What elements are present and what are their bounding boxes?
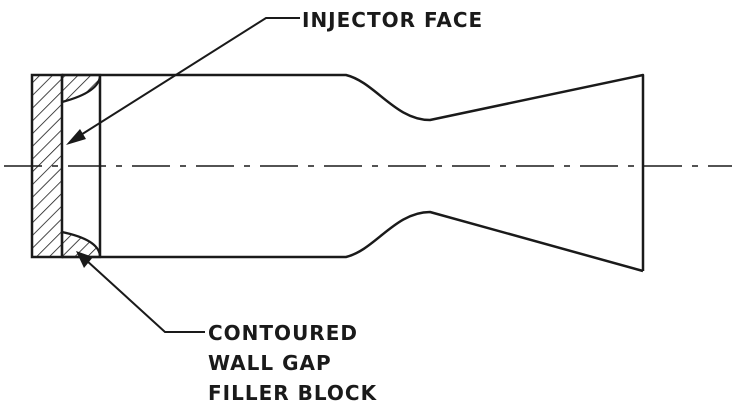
nozzle-outline-lower <box>62 210 644 273</box>
filler-block-label-line1: CONTOURED <box>208 321 358 345</box>
filler-block-label-line2: WALL GAP <box>208 351 332 375</box>
nozzle-outline-upper <box>62 73 645 271</box>
filler-block-top <box>60 73 102 104</box>
filler-block-leader <box>85 259 205 333</box>
injector-face-label: INJECTOR FACE <box>302 8 483 32</box>
injector-face-leader <box>75 17 300 139</box>
filler-block-label-line3: FILLER BLOCK <box>208 381 378 405</box>
filler-block-arrowhead <box>76 251 93 268</box>
injector-face-arrowhead <box>66 129 86 145</box>
